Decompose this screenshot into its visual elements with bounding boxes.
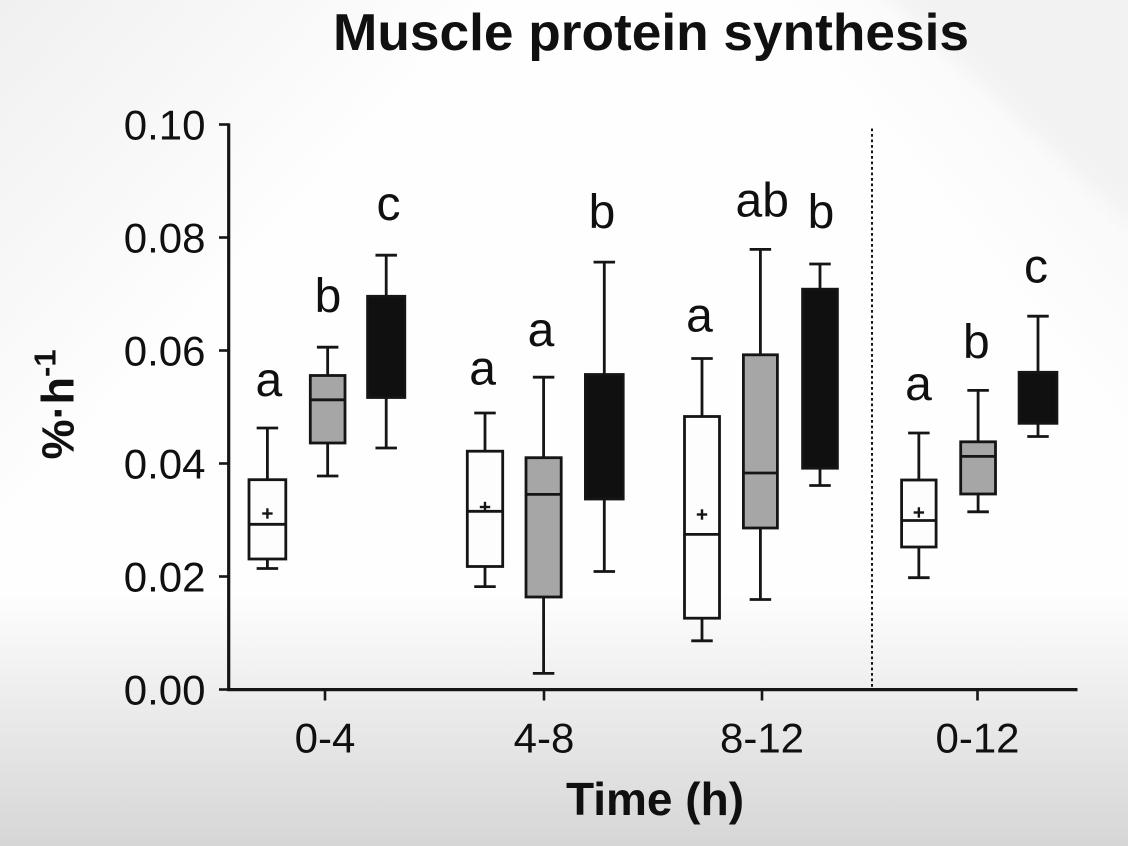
svg-text:0-4: 0-4	[295, 715, 356, 762]
svg-text:a: a	[686, 290, 713, 343]
svg-text:%·h-1: %·h-1	[28, 349, 84, 459]
svg-text:0.08: 0.08	[124, 214, 206, 261]
svg-text:0.00: 0.00	[124, 666, 206, 713]
svg-text:b: b	[963, 316, 990, 369]
svg-text:c: c	[377, 178, 401, 231]
svg-text:4-8: 4-8	[514, 715, 575, 762]
svg-text:a: a	[255, 354, 282, 407]
svg-text:a: a	[469, 343, 496, 396]
svg-text:Time (h): Time (h)	[566, 773, 744, 825]
svg-text:0.02: 0.02	[124, 553, 206, 600]
svg-text:Muscle protein synthesis: Muscle protein synthesis	[333, 4, 969, 62]
svg-text:0.10: 0.10	[124, 101, 206, 148]
svg-text:b: b	[315, 270, 342, 323]
svg-text:b: b	[589, 186, 616, 239]
svg-text:c: c	[1024, 241, 1048, 294]
svg-text:0-12: 0-12	[935, 715, 1019, 762]
svg-text:a: a	[905, 358, 932, 411]
svg-text:0.04: 0.04	[124, 440, 206, 487]
svg-text:b: b	[808, 186, 835, 239]
svg-text:ab: ab	[736, 175, 789, 228]
svg-text:a: a	[528, 304, 555, 357]
svg-text:0.06: 0.06	[124, 327, 206, 374]
svg-text:8-12: 8-12	[720, 715, 804, 762]
